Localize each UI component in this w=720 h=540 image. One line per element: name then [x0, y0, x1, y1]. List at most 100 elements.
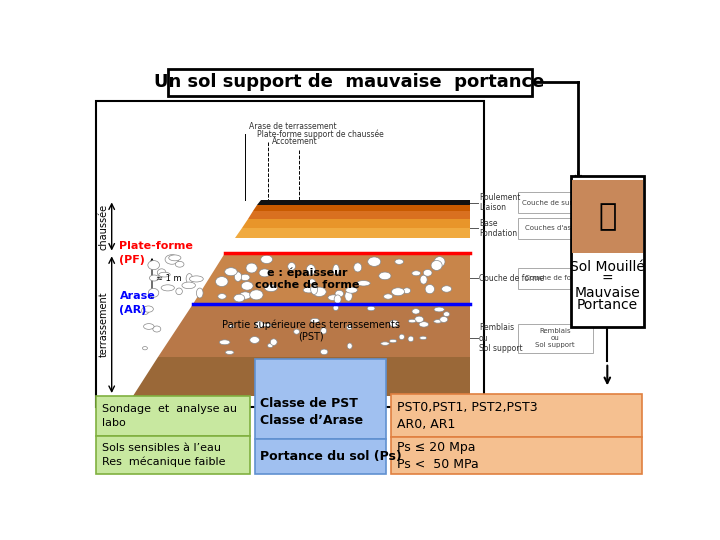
Ellipse shape [158, 272, 170, 277]
Ellipse shape [288, 262, 295, 271]
Polygon shape [257, 200, 469, 205]
Text: chaussée: chaussée [99, 204, 109, 249]
Ellipse shape [444, 312, 450, 316]
Polygon shape [235, 228, 469, 238]
Ellipse shape [379, 272, 391, 280]
Polygon shape [158, 303, 469, 357]
Ellipse shape [261, 255, 273, 264]
Ellipse shape [419, 322, 428, 327]
Ellipse shape [357, 281, 370, 286]
Ellipse shape [415, 316, 423, 322]
Ellipse shape [143, 347, 148, 350]
Text: Couche de forme: Couche de forme [479, 274, 544, 283]
Ellipse shape [294, 329, 300, 334]
Ellipse shape [143, 323, 154, 329]
Ellipse shape [157, 269, 166, 276]
Text: Sondage  et  analyse au
labo: Sondage et analyse au labo [102, 404, 237, 428]
Text: terrassement: terrassement [99, 292, 109, 357]
FancyBboxPatch shape [518, 323, 593, 353]
Text: ≈ 1 m: ≈ 1 m [156, 274, 181, 283]
Ellipse shape [434, 307, 444, 312]
Ellipse shape [434, 256, 445, 267]
Ellipse shape [390, 339, 397, 343]
FancyBboxPatch shape [518, 218, 593, 239]
Ellipse shape [234, 272, 242, 281]
Ellipse shape [142, 307, 149, 314]
Ellipse shape [367, 306, 375, 310]
Text: Couches d'assise: Couches d'assise [525, 225, 585, 232]
Ellipse shape [310, 319, 319, 323]
Text: (AR): (AR) [120, 305, 147, 315]
Polygon shape [193, 253, 469, 303]
Ellipse shape [161, 285, 174, 291]
Ellipse shape [148, 261, 160, 269]
Text: PST0,PST1, PST2,PST3
AR0, AR1: PST0,PST1, PST2,PST3 AR0, AR1 [397, 401, 538, 431]
Ellipse shape [265, 285, 277, 292]
Text: 🚛: 🚛 [598, 202, 616, 231]
Text: Roulement
Liaison: Roulement Liaison [479, 193, 521, 212]
Ellipse shape [306, 265, 315, 275]
Text: Remblais
ou
Sol support: Remblais ou Sol support [535, 328, 575, 348]
Ellipse shape [197, 288, 203, 298]
Ellipse shape [395, 259, 403, 265]
Polygon shape [242, 219, 469, 228]
Text: e : épaisseur
couche de forme: e : épaisseur couche de forme [255, 267, 359, 289]
Text: (PF): (PF) [120, 255, 145, 265]
Ellipse shape [240, 274, 250, 281]
Ellipse shape [384, 294, 392, 299]
Ellipse shape [312, 287, 326, 296]
Ellipse shape [148, 288, 159, 298]
FancyBboxPatch shape [255, 439, 386, 475]
Ellipse shape [153, 326, 161, 332]
Ellipse shape [345, 291, 352, 301]
Ellipse shape [347, 343, 352, 349]
Ellipse shape [234, 294, 245, 302]
FancyBboxPatch shape [96, 396, 251, 436]
Ellipse shape [250, 290, 263, 300]
Ellipse shape [354, 263, 361, 272]
Ellipse shape [309, 279, 315, 284]
Ellipse shape [403, 288, 410, 294]
Ellipse shape [368, 257, 381, 266]
Ellipse shape [220, 340, 230, 345]
Polygon shape [132, 357, 469, 396]
FancyBboxPatch shape [518, 192, 593, 213]
Text: Base
Fondation: Base Fondation [479, 219, 517, 238]
Ellipse shape [241, 281, 253, 290]
Ellipse shape [246, 263, 257, 273]
FancyBboxPatch shape [570, 177, 644, 327]
Ellipse shape [225, 350, 234, 354]
Ellipse shape [347, 325, 352, 330]
Ellipse shape [176, 288, 182, 295]
Text: Sol Mouillé: Sol Mouillé [570, 260, 644, 274]
Text: Plate-forme support de chaussée: Plate-forme support de chaussée [256, 130, 383, 139]
Text: Ps ≤ 20 Mpa
Ps <  50 MPa: Ps ≤ 20 Mpa Ps < 50 MPa [397, 441, 479, 471]
Text: Classe de PST
Classe d’Arase: Classe de PST Classe d’Arase [261, 397, 364, 427]
Ellipse shape [189, 276, 203, 282]
Text: Plate-forme: Plate-forme [120, 241, 194, 251]
Ellipse shape [412, 309, 420, 314]
FancyBboxPatch shape [391, 394, 642, 437]
FancyBboxPatch shape [96, 101, 484, 408]
Ellipse shape [227, 268, 235, 275]
Ellipse shape [175, 261, 184, 267]
Text: Accotement: Accotement [272, 137, 318, 146]
Ellipse shape [225, 268, 237, 276]
Text: Arase: Arase [120, 291, 156, 301]
Ellipse shape [165, 255, 179, 264]
FancyBboxPatch shape [255, 359, 386, 439]
Text: Arase de terrassement: Arase de terrassement [249, 122, 336, 131]
Ellipse shape [381, 342, 390, 345]
Text: Couche de surface: Couche de surface [523, 200, 588, 206]
Ellipse shape [259, 269, 270, 277]
Ellipse shape [392, 288, 405, 296]
Ellipse shape [320, 349, 328, 355]
Text: Couche de forme: Couche de forme [525, 275, 585, 281]
Ellipse shape [408, 319, 416, 323]
Text: Un sol support de  mauvaise  portance: Un sol support de mauvaise portance [154, 73, 545, 91]
Text: Portance du sol (Ps): Portance du sol (Ps) [261, 450, 402, 463]
Ellipse shape [333, 265, 339, 275]
Ellipse shape [399, 334, 405, 340]
Ellipse shape [150, 275, 159, 281]
Ellipse shape [333, 305, 338, 310]
